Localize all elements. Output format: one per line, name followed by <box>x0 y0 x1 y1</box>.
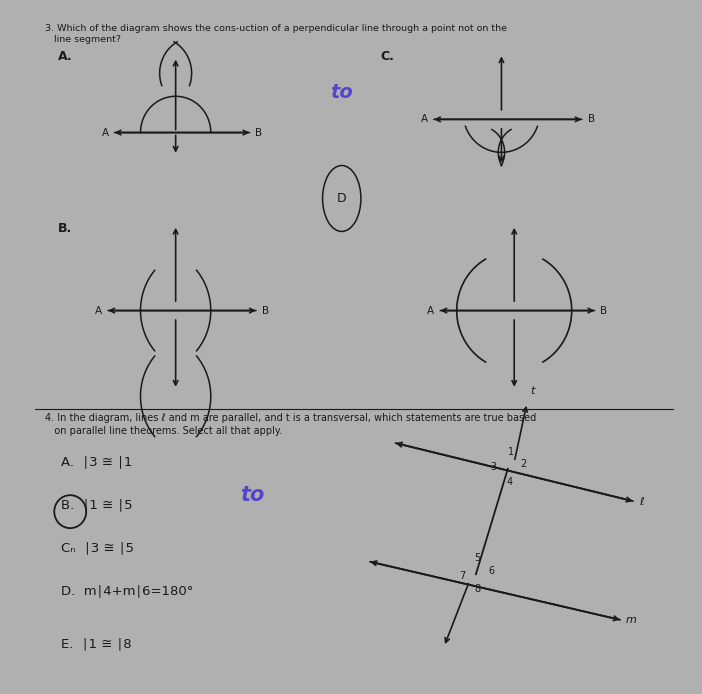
Text: A: A <box>428 305 435 316</box>
Text: B: B <box>256 128 263 137</box>
Text: 2: 2 <box>521 459 527 468</box>
Text: ℓ: ℓ <box>639 497 644 507</box>
Text: D: D <box>337 192 347 205</box>
Text: 4. In the diagram, lines ℓ and m are parallel, and t is a transversal, which sta: 4. In the diagram, lines ℓ and m are par… <box>45 413 536 423</box>
Text: 7: 7 <box>458 570 465 581</box>
Text: A.  ∣3 ≅ ∣1: A. ∣3 ≅ ∣1 <box>60 456 132 468</box>
Text: 5: 5 <box>475 553 481 563</box>
Text: 4: 4 <box>507 477 512 487</box>
Text: 3: 3 <box>491 462 497 472</box>
Text: B.: B. <box>58 221 72 235</box>
Text: E.  ∣1 ≅ ∣8: E. ∣1 ≅ ∣8 <box>60 637 131 650</box>
Text: C.: C. <box>380 50 394 63</box>
Text: to: to <box>240 485 265 505</box>
Text: B: B <box>588 115 595 124</box>
Text: to: to <box>331 83 353 103</box>
Text: line segment?: line segment? <box>45 35 121 44</box>
Text: A: A <box>421 115 428 124</box>
Text: B: B <box>600 305 607 316</box>
Text: Cₙ  ∣3 ≅ ∣5: Cₙ ∣3 ≅ ∣5 <box>60 541 133 555</box>
Text: on parallel line theorems. Select all that apply.: on parallel line theorems. Select all th… <box>45 426 282 436</box>
Text: m: m <box>626 616 637 625</box>
Text: B.  ∣1 ≅ ∣5: B. ∣1 ≅ ∣5 <box>60 498 132 511</box>
Text: A: A <box>95 305 102 316</box>
Text: 1: 1 <box>508 448 514 457</box>
Text: D.  m∣4+m∣6=180°: D. m∣4+m∣6=180° <box>60 584 193 597</box>
Text: 6: 6 <box>489 566 495 576</box>
Text: B: B <box>262 305 269 316</box>
Text: A: A <box>102 128 109 137</box>
Text: A.: A. <box>58 50 72 63</box>
Text: 3. Which of the diagram shows the cons­uction of a perpendicular line through a : 3. Which of the diagram shows the cons­u… <box>45 24 507 33</box>
Text: 8: 8 <box>475 584 481 594</box>
Text: t: t <box>530 387 534 396</box>
